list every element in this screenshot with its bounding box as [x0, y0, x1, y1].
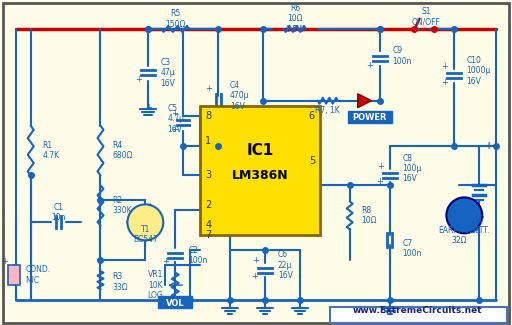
- Text: VOL: VOL: [166, 299, 184, 307]
- Bar: [8, 265, 20, 285]
- Text: C6
22μ
16V: C6 22μ 16V: [278, 250, 293, 280]
- Text: +: +: [205, 84, 211, 93]
- Text: C2
100n: C2 100n: [188, 245, 207, 265]
- Text: 2: 2: [205, 201, 211, 210]
- Text: 6V
BATT.: 6V BATT.: [469, 215, 489, 235]
- Text: C3
47μ
16V: C3 47μ 16V: [160, 58, 175, 88]
- Text: +: +: [485, 141, 494, 150]
- Text: +: +: [135, 75, 142, 84]
- Text: +: +: [441, 62, 448, 71]
- Text: 6: 6: [309, 111, 315, 121]
- Text: R6
10Ω
0.5W: R6 10Ω 0.5W: [285, 4, 305, 34]
- Text: +: +: [251, 272, 259, 281]
- Text: EARPHONE
32Ω: EARPHONE 32Ω: [438, 226, 480, 245]
- Bar: [158, 296, 192, 308]
- Text: POWER: POWER: [352, 113, 387, 122]
- Text: C5
4.7μ
16V: C5 4.7μ 16V: [167, 104, 184, 134]
- Text: 1: 1: [205, 136, 211, 146]
- Text: R4
680Ω: R4 680Ω: [113, 141, 133, 160]
- Bar: [200, 106, 320, 235]
- Text: R5
150Ω: R5 150Ω: [165, 9, 185, 29]
- Text: S1
ON/OFF: S1 ON/OFF: [412, 7, 441, 27]
- Text: VR1
10K
LOG: VR1 10K LOG: [147, 270, 163, 300]
- Text: 3: 3: [205, 171, 211, 180]
- Text: C7
100n: C7 100n: [402, 239, 422, 258]
- Text: R8
10Ω: R8 10Ω: [361, 206, 377, 225]
- Text: +: +: [145, 103, 152, 112]
- Text: 7: 7: [205, 230, 211, 240]
- Text: +: +: [2, 257, 8, 266]
- Text: +: +: [441, 78, 448, 87]
- Text: +: +: [377, 162, 384, 171]
- Text: 5: 5: [309, 156, 315, 165]
- Text: +: +: [162, 257, 169, 266]
- Text: +: +: [171, 124, 178, 134]
- Text: R2
330K: R2 330K: [113, 196, 132, 215]
- Text: 8: 8: [205, 111, 211, 121]
- Text: C1
10n: C1 10n: [51, 203, 66, 222]
- Text: T1
BC547: T1 BC547: [133, 225, 158, 244]
- Text: C8
100μ
16V: C8 100μ 16V: [402, 154, 422, 183]
- Circle shape: [446, 197, 482, 233]
- Text: LM386N: LM386N: [231, 169, 288, 182]
- Text: COND.
MIC: COND. MIC: [26, 266, 51, 285]
- Text: R3
33Ω: R3 33Ω: [113, 272, 128, 292]
- Text: R1
4.7K: R1 4.7K: [42, 141, 60, 160]
- Text: +: +: [376, 177, 383, 187]
- Text: R7, 1K: R7, 1K: [315, 106, 340, 115]
- Bar: [330, 307, 507, 323]
- Text: www.ExtremeCircuits.net: www.ExtremeCircuits.net: [353, 306, 482, 315]
- Text: C10
1000μ
16V: C10 1000μ 16V: [466, 56, 490, 86]
- Bar: [348, 111, 392, 123]
- Text: IC1: IC1: [246, 143, 273, 158]
- Polygon shape: [358, 94, 372, 108]
- Text: 4: 4: [205, 220, 211, 230]
- Text: C9
100n: C9 100n: [393, 46, 412, 66]
- Text: +: +: [366, 61, 373, 70]
- Text: C4
470μ
16V: C4 470μ 16V: [230, 81, 249, 110]
- Text: +: +: [171, 109, 178, 118]
- Text: +: +: [252, 256, 260, 265]
- Circle shape: [127, 204, 163, 240]
